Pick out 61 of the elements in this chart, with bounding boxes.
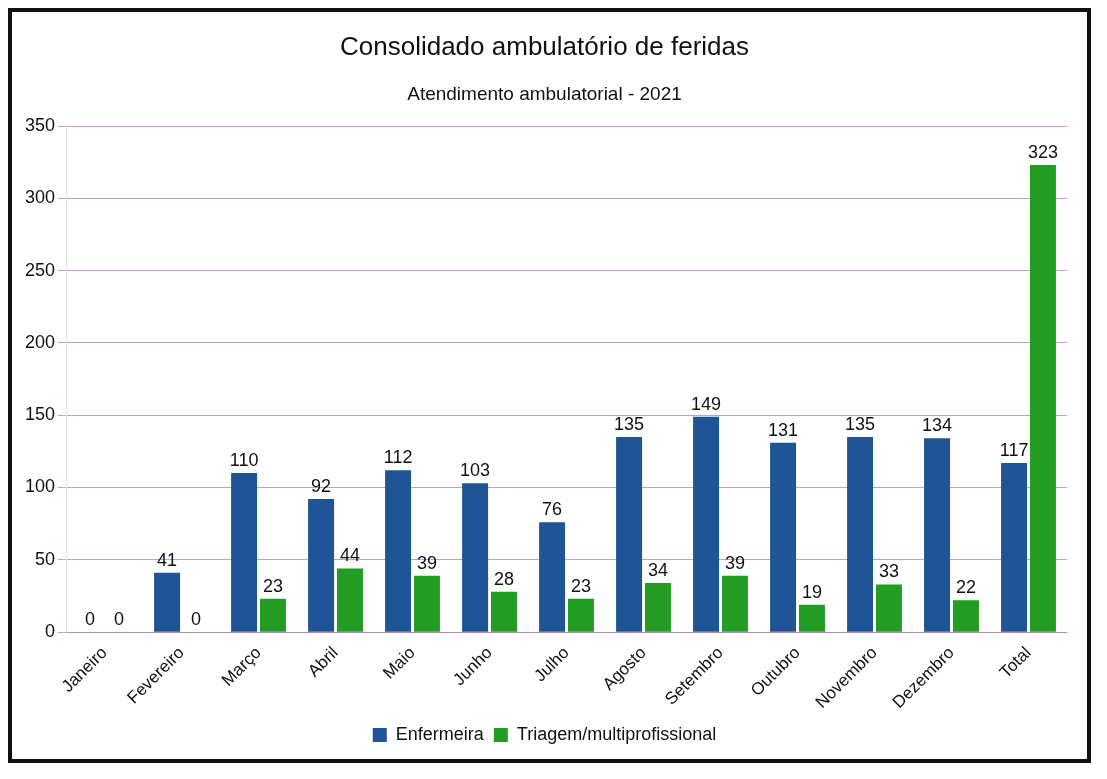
bar: [385, 470, 412, 632]
chart-subtitle: Atendimento ambulatorial - 2021: [407, 82, 682, 104]
data-label: 135: [614, 413, 645, 434]
data-label: 103: [460, 460, 491, 481]
bar: [770, 442, 797, 632]
y-tick-label: 350: [24, 114, 56, 135]
bar: [952, 600, 979, 632]
data-label: 22: [955, 577, 976, 598]
bar: [847, 436, 874, 632]
bar: [154, 572, 181, 632]
data-label: 149: [691, 393, 722, 414]
bar: [721, 575, 748, 632]
data-label: 323: [1027, 142, 1058, 163]
data-label: 135: [845, 413, 876, 434]
data-label: 0: [85, 609, 96, 630]
data-label: 110: [229, 450, 259, 471]
data-label: 39: [416, 552, 437, 573]
data-label: 34: [647, 559, 668, 580]
bar: [539, 522, 566, 632]
data-label: 23: [262, 575, 283, 596]
legend-label: Enfermeira: [395, 723, 485, 744]
y-tick-label: 0: [45, 621, 56, 642]
data-label: 39: [724, 552, 745, 573]
bar: [231, 473, 258, 632]
chart-title: Consolidado ambulatório de feridas: [339, 30, 750, 61]
data-label: 44: [339, 545, 360, 566]
bar: [462, 483, 489, 632]
data-label: 92: [311, 476, 332, 497]
legend-label: Triagem/multiprofissional: [516, 723, 717, 744]
data-label: 41: [157, 549, 178, 570]
data-label: 134: [922, 415, 953, 436]
bar: [924, 438, 951, 632]
data-label: 0: [190, 609, 201, 630]
bar: [567, 598, 594, 632]
data-label: 76: [542, 499, 563, 520]
y-tick-label: 100: [24, 476, 56, 497]
data-label: 23: [570, 575, 591, 596]
data-label: 33: [878, 561, 899, 582]
data-label: 0: [113, 609, 124, 630]
y-tick-label: 150: [24, 404, 56, 425]
y-tick-label: 200: [24, 331, 56, 352]
bar: [644, 582, 671, 632]
bar: [616, 436, 643, 632]
bar: [798, 604, 825, 632]
data-label: 19: [801, 581, 822, 602]
bar: [413, 575, 440, 632]
bar: [490, 591, 517, 632]
bar: [1029, 165, 1056, 632]
bar: [693, 416, 720, 632]
bar: [875, 584, 902, 632]
data-label: 117: [999, 439, 1029, 460]
bar: [308, 499, 335, 632]
y-tick-label: 50: [35, 548, 56, 569]
bar: [1001, 462, 1028, 632]
data-label: 28: [493, 568, 514, 589]
data-label: 131: [768, 419, 799, 440]
y-tick-label: 300: [24, 187, 56, 208]
bar: [336, 568, 363, 632]
bar: [259, 598, 286, 632]
data-label: 112: [383, 447, 413, 468]
y-tick-label: 250: [24, 259, 56, 280]
